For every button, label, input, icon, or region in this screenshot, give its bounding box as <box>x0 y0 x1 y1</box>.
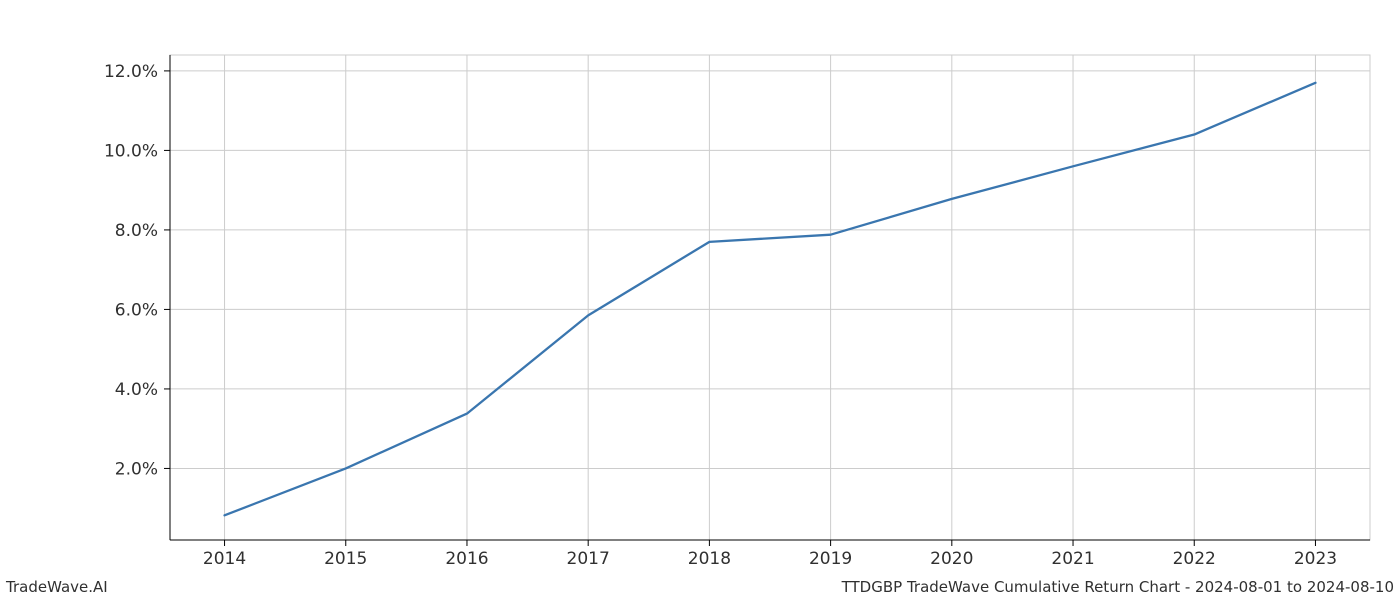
svg-text:2015: 2015 <box>324 549 367 569</box>
svg-text:2014: 2014 <box>203 549 246 569</box>
svg-text:2022: 2022 <box>1173 549 1216 569</box>
svg-text:2017: 2017 <box>567 549 610 569</box>
svg-text:2021: 2021 <box>1051 549 1094 569</box>
svg-text:2016: 2016 <box>445 549 488 569</box>
chart-container: 2.0% 4.0% 6.0% 8.0% 10.0% 12.0% 2014 2015 2016 20… <box>0 0 1400 600</box>
svg-text:2.0%: 2.0% <box>115 459 158 479</box>
svg-text:2019: 2019 <box>809 549 852 569</box>
footer-caption: TTDGBP TradeWave Cumulative Return Chart… <box>842 578 1394 596</box>
svg-text:6.0%: 6.0% <box>115 300 158 320</box>
svg-text:10.0%: 10.0% <box>104 141 158 161</box>
svg-text:12.0%: 12.0% <box>104 62 158 82</box>
svg-text:8.0%: 8.0% <box>115 221 158 241</box>
svg-text:4.0%: 4.0% <box>115 380 158 400</box>
footer-brand: TradeWave.AI <box>6 578 108 596</box>
svg-text:2018: 2018 <box>688 549 731 569</box>
svg-text:2020: 2020 <box>930 549 973 569</box>
return-line-chart: 2.0% 4.0% 6.0% 8.0% 10.0% 12.0% 2014 2015 2016 20… <box>0 0 1400 600</box>
svg-text:2023: 2023 <box>1294 549 1337 569</box>
